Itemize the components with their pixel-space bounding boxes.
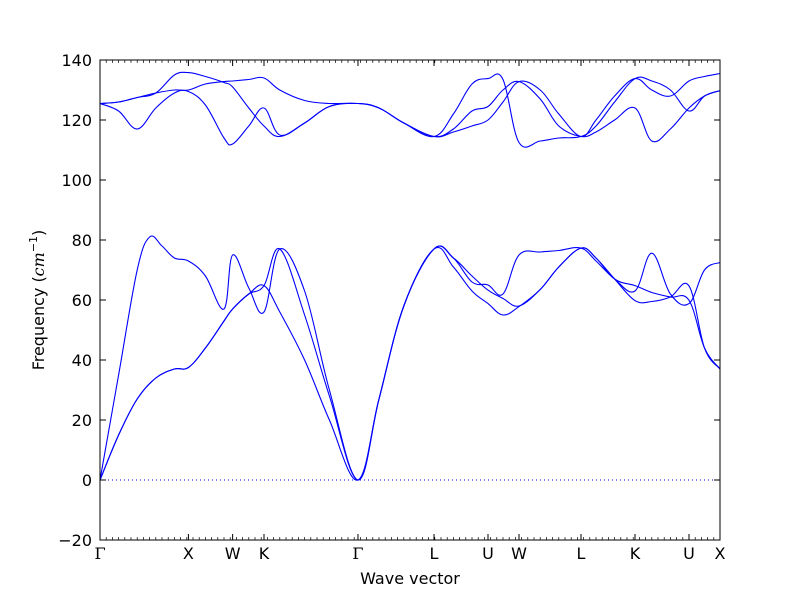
y-tick-label: 120 <box>61 111 92 130</box>
x-tick-label: U <box>482 544 494 563</box>
y-tick-label: 60 <box>72 291 92 310</box>
y-tick-label: 140 <box>61 51 92 70</box>
x-tick-label: K <box>259 544 270 563</box>
x-tick-label: W <box>511 544 527 563</box>
x-tick-label: L <box>577 544 586 563</box>
series-layer <box>99 71 721 481</box>
y-tick-label: 100 <box>61 171 92 190</box>
phonon-branch-6 <box>99 71 721 138</box>
y-ticks: −20 0 20 40 60 80 100 120 140 <box>58 51 720 550</box>
x-tick-label: L <box>430 544 439 563</box>
x-minor-ticks <box>99 60 721 540</box>
phonon-branch-3 <box>99 235 721 481</box>
plot-area <box>100 60 720 540</box>
x-tick-label: X <box>183 544 194 563</box>
y-tick-label: 80 <box>72 231 92 250</box>
y-tick-label: −20 <box>58 531 92 550</box>
y-axis-label-unit: cm <box>29 252 48 276</box>
x-tick-label: Γ <box>94 544 105 563</box>
x-tick-label: K <box>630 544 641 563</box>
y-axis-label-close: ) <box>29 230 48 236</box>
x-axis-label: Wave vector <box>360 569 460 588</box>
y-tick-label: 20 <box>72 411 92 430</box>
x-tick-label: U <box>683 544 695 563</box>
x-tick-label: X <box>715 544 726 563</box>
y-axis-label-exp: −1 <box>27 236 40 252</box>
y-tick-label: 0 <box>82 471 92 490</box>
x-tick-label: W <box>225 544 241 563</box>
x-tick-label: Γ <box>352 544 363 563</box>
y-axis-label-text: Frequency ( <box>29 276 48 370</box>
phonon-branch-5 <box>99 73 721 148</box>
y-tick-label: 40 <box>72 351 92 370</box>
y-axis-label: Frequency (cm−1) <box>27 230 48 371</box>
